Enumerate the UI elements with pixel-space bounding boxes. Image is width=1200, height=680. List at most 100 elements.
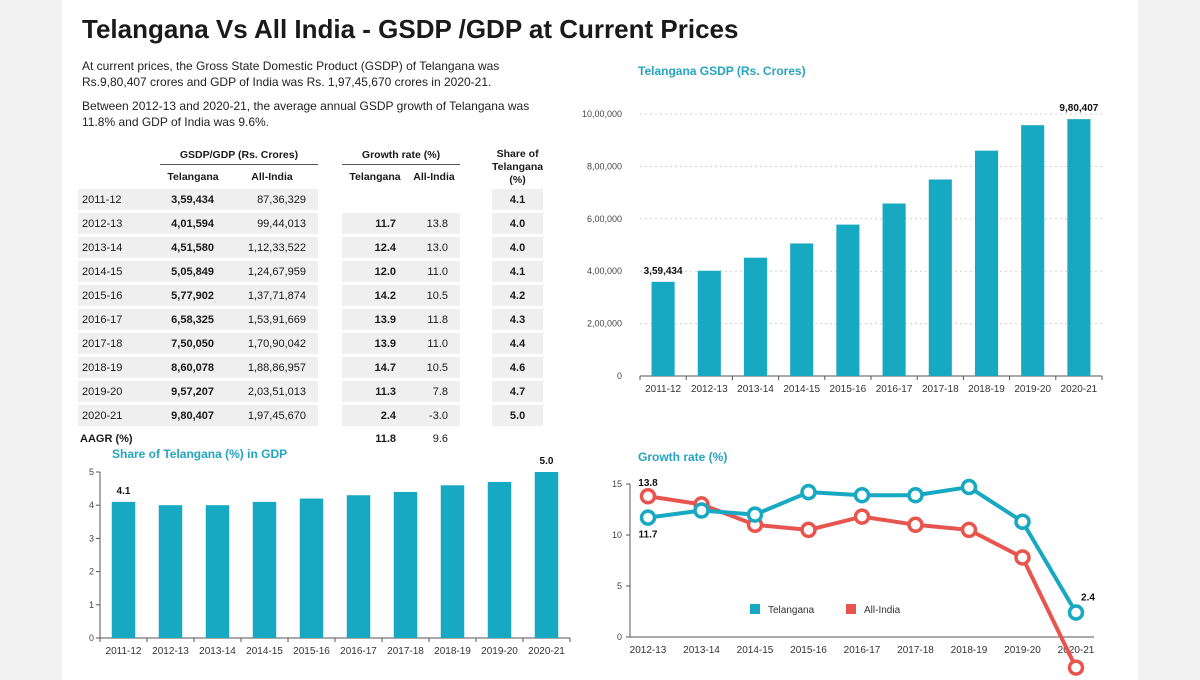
spacer — [318, 213, 342, 234]
col-allindia: All-India — [251, 171, 293, 183]
x-tick-label: 2019-20 — [1004, 645, 1041, 656]
row-share: 4.6 — [492, 357, 544, 378]
row-growth-telangana: 2.4 — [342, 405, 408, 426]
x-tick-label: 2014-15 — [246, 646, 283, 657]
spacer — [318, 261, 342, 282]
row-growth-allindia: 13.0 — [408, 237, 460, 258]
bar — [487, 481, 512, 638]
table-row: 2017-18 7,50,050 1,70,90,042 13.9 11.0 4.4 — [78, 333, 544, 354]
legend-label: Telangana — [768, 605, 815, 616]
data-point — [800, 521, 817, 539]
spacer — [318, 237, 342, 258]
spacer — [460, 285, 492, 306]
row-share: 4.0 — [492, 237, 544, 258]
x-tick-label: 2016-17 — [844, 645, 881, 656]
bar — [111, 501, 136, 638]
row-growth-allindia: 11.0 — [408, 261, 460, 282]
share-chart-title: Share of Telangana (%) in GDP — [112, 447, 288, 461]
spacer — [460, 189, 492, 210]
x-tick-label: 2018-19 — [434, 646, 471, 657]
summary-paragraph-2: Between 2012-13 and 2020-21, the average… — [82, 99, 530, 129]
x-tick-label: 2020-21 — [1061, 384, 1098, 395]
row-growth-allindia: 10.5 — [408, 285, 460, 306]
data-point — [960, 521, 978, 539]
y-tick-label: 0 — [617, 632, 622, 642]
spacer — [318, 309, 342, 330]
row-growth-telangana: 13.9 — [342, 309, 408, 330]
data-label: 2.4 — [1081, 593, 1095, 604]
table-row: 2013-14 4,51,580 1,12,33,522 12.4 13.0 4.0 — [78, 237, 544, 258]
table-row: 2016-17 6,58,325 1,53,91,669 13.9 11.8 4.3 — [78, 309, 544, 330]
row-growth-telangana: 14.2 — [342, 285, 408, 306]
data-point — [746, 506, 764, 523]
x-tick-label: 2014-15 — [737, 645, 774, 656]
row-growth-telangana: 14.7 — [342, 357, 408, 378]
row-year: 2015-16 — [78, 285, 160, 306]
data-point — [853, 486, 871, 504]
growth-chart-title: Growth rate (%) — [638, 450, 728, 464]
bar — [346, 495, 371, 638]
data-label: 11.7 — [639, 530, 658, 541]
data-point — [907, 516, 924, 534]
bar — [393, 491, 418, 638]
bar — [1067, 119, 1091, 376]
x-tick-label: 2013-14 — [683, 645, 720, 656]
x-tick-label: 2014-15 — [783, 384, 820, 395]
row-gsdp-telangana: 4,51,580 — [160, 237, 226, 258]
row-growth-allindia: 11.8 — [408, 309, 460, 330]
row-gdp-allindia: 1,88,86,957 — [226, 357, 318, 378]
gsdp-chart-title: Telangana GSDP (Rs. Crores) — [638, 64, 806, 78]
data-point — [907, 486, 924, 504]
y-tick-label: 10 — [612, 530, 622, 540]
bar — [205, 505, 230, 638]
y-tick-label: 1 — [89, 600, 94, 610]
row-year: 2016-17 — [78, 309, 160, 330]
y-tick-label: 4 — [89, 500, 94, 510]
x-tick-label: 2020-21 — [1058, 645, 1095, 656]
x-tick-label: 2013-14 — [737, 384, 774, 395]
growth-group-header: Growth rate (%) — [342, 145, 460, 165]
y-tick-label: 4,00,000 — [587, 266, 622, 276]
x-tick-label: 2016-17 — [876, 384, 913, 395]
y-tick-label: 10,00,000 — [582, 109, 622, 119]
row-growth-allindia: 11.0 — [408, 333, 460, 354]
spacer — [318, 405, 342, 426]
x-tick-label: 2016-17 — [340, 646, 377, 657]
aagr-telangana: 11.8 — [375, 433, 396, 445]
spacer — [318, 381, 342, 402]
y-tick-label: 0 — [617, 371, 622, 381]
spacer — [318, 357, 342, 378]
row-growth-telangana: 12.4 — [342, 237, 408, 258]
data-point — [693, 502, 710, 519]
right-margin — [1138, 0, 1200, 680]
spacer — [460, 309, 492, 330]
spacer — [460, 237, 492, 258]
row-year: 2012-13 — [78, 213, 160, 234]
col-growth-allindia: All-India — [413, 171, 455, 183]
summary-paragraph-1: At current prices, the Gross State Domes… — [82, 59, 500, 89]
data-point — [1067, 604, 1085, 621]
row-gsdp-telangana: 5,05,849 — [160, 261, 226, 282]
bar — [928, 179, 952, 376]
x-tick-label: 2015-16 — [830, 384, 867, 395]
row-gsdp-telangana: 8,60,078 — [160, 357, 226, 378]
x-tick-label: 2017-18 — [387, 646, 424, 657]
row-share: 4.2 — [492, 285, 544, 306]
row-gsdp-telangana: 6,58,325 — [160, 309, 226, 330]
col-telangana: Telangana — [167, 171, 219, 183]
x-tick-label: 2012-13 — [691, 384, 728, 395]
x-tick-label: 2011-12 — [106, 646, 142, 657]
spacer — [318, 285, 342, 306]
row-share: 4.7 — [492, 381, 544, 402]
row-year: 2019-20 — [78, 381, 160, 402]
row-growth-telangana: 13.9 — [342, 333, 408, 354]
x-tick-label: 2020-21 — [528, 646, 565, 657]
gsdp-group-header: GSDP/GDP (Rs. Crores) — [160, 145, 318, 165]
table-row: 2012-13 4,01,594 99,44,013 11.7 13.8 4.0 — [78, 213, 544, 234]
data-point — [800, 483, 817, 501]
data-point — [639, 509, 657, 526]
row-growth-telangana: 11.3 — [342, 381, 408, 402]
row-year: 2017-18 — [78, 333, 160, 354]
row-year: 2013-14 — [78, 237, 160, 258]
share-header: Share of Telangana (%) — [492, 147, 544, 186]
